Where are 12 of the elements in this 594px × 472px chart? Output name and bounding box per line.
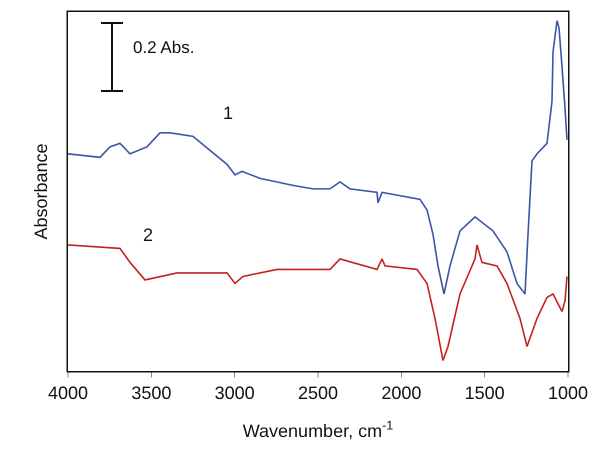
x-tick-label: 4000 bbox=[48, 383, 88, 404]
x-tick-label: 1500 bbox=[464, 383, 505, 404]
annotation: 2 bbox=[143, 225, 154, 245]
annotation: 1 bbox=[223, 103, 234, 123]
x-tick-label: 3500 bbox=[131, 383, 172, 404]
x-tick-label: 3000 bbox=[214, 383, 255, 404]
x-axis-title: Wavenumber, cm$^{-1}$ bbox=[242, 418, 394, 441]
annotation: 0.2 Abs. bbox=[133, 38, 194, 57]
x-tick-label: 1000 bbox=[548, 383, 588, 404]
y-axis-title: Absorbance bbox=[30, 143, 51, 240]
x-tick-label: 2500 bbox=[298, 383, 338, 404]
x-tick-label: 2000 bbox=[381, 383, 422, 404]
